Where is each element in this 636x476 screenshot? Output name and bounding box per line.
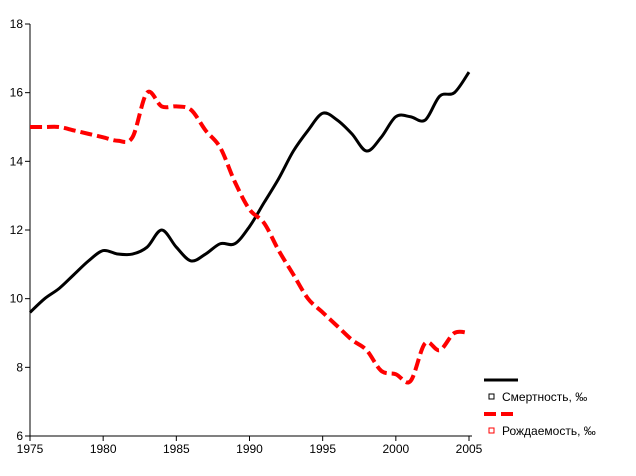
tick-labels: 6 8 10 12 14 16 18 1975 1980 1985 1990 1995 2000 2005 xyxy=(10,17,483,456)
y-tick-label: 6 xyxy=(16,429,23,443)
x-tick-label: 1990 xyxy=(236,442,263,456)
y-tick-label: 14 xyxy=(10,154,24,168)
legend-label-fertility: Рождаемость, ‰ xyxy=(502,424,596,438)
legend-marker-fertility xyxy=(488,427,495,434)
y-tick-label: 8 xyxy=(16,360,23,374)
axes xyxy=(29,24,472,437)
y-tick-label: 16 xyxy=(10,86,24,100)
y-tick-label: 10 xyxy=(10,292,24,306)
x-tick-label: 1995 xyxy=(309,442,336,456)
series-line-fertility xyxy=(30,89,470,385)
x-tick-label: 2000 xyxy=(382,442,409,456)
legend: Смертность, ‰ Рождаемость, ‰ xyxy=(484,378,596,438)
x-tick-label: 1985 xyxy=(163,442,190,456)
x-tick-label: 2005 xyxy=(456,442,483,456)
series-line-mortality xyxy=(28,71,471,314)
y-tick-label: 12 xyxy=(10,223,24,237)
x-tick-label: 1975 xyxy=(17,442,44,456)
tick-marks xyxy=(25,23,470,441)
series-lines xyxy=(28,71,471,385)
legend-marker-mortality xyxy=(488,393,495,400)
legend-label-mortality: Смертность, ‰ xyxy=(502,390,587,404)
y-tick-label: 18 xyxy=(10,17,24,31)
x-tick-label: 1980 xyxy=(90,442,117,456)
